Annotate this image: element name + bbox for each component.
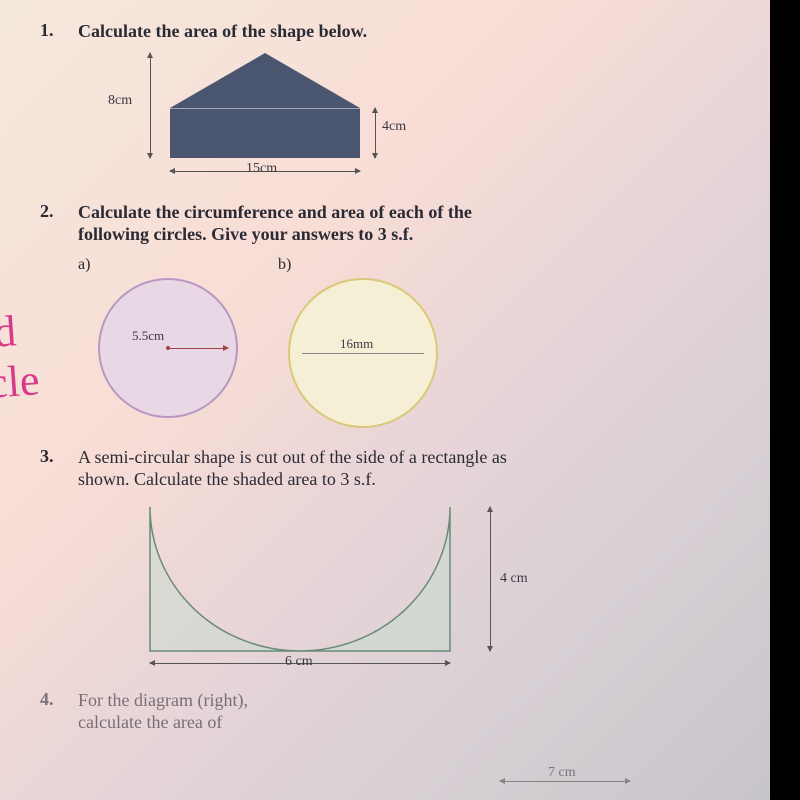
q2-parts: a) 5.5cm b) 16mm (78, 256, 730, 428)
q2-line1: Calculate the circumference and area of … (78, 202, 472, 222)
center-dot (166, 346, 170, 350)
diameter-line (302, 353, 425, 354)
q3-shape-svg (140, 501, 480, 661)
question-4: 4. For the diagram (right), calculate th… (40, 689, 730, 734)
q2a-label: a) (78, 256, 90, 274)
question-2: 2. Calculate the circumference and area … (40, 201, 730, 428)
q3-header: 3. A semi-circular shape is cut out of t… (40, 446, 730, 491)
q4-number: 4. (40, 689, 62, 734)
worksheet-page: 1. Calculate the area of the shape below… (0, 0, 770, 800)
q3-height-arrow (490, 507, 491, 651)
q4-line1: For the diagram (right), (78, 690, 248, 710)
q3-number: 3. (40, 446, 62, 491)
q1-header: 1. Calculate the area of the shape below… (40, 20, 730, 43)
base-label: 15cm (246, 161, 277, 177)
handwriting-2: cle (0, 360, 41, 403)
height-arrow (150, 53, 151, 158)
circle-a-value: 5.5cm (132, 328, 164, 344)
q2-header: 2. Calculate the circumference and area … (40, 201, 730, 246)
q3-text: A semi-circular shape is cut out of the … (78, 446, 730, 491)
screen-edge (770, 0, 800, 800)
circle-b-value: 16mm (340, 336, 373, 352)
q4-dim: 7 cm (500, 781, 630, 782)
height-label: 8cm (108, 93, 132, 109)
q3-line1: A semi-circular shape is cut out of the … (78, 447, 507, 467)
question-3: 3. A semi-circular shape is cut out of t… (40, 446, 730, 671)
q1-triangle (170, 53, 360, 108)
circle-a: 5.5cm (98, 278, 238, 418)
q1-rectangle (170, 108, 360, 158)
q4-header: 4. For the diagram (right), calculate th… (40, 689, 730, 734)
q1-diagram: 8cm 4cm 15cm (100, 53, 730, 183)
q4-text: For the diagram (right), calculate the a… (78, 689, 730, 734)
q2-text: Calculate the circumference and area of … (78, 201, 730, 246)
q3-width-label: 6 cm (285, 654, 313, 670)
q2-part-a: a) 5.5cm (78, 256, 238, 428)
handwriting-1: d (0, 311, 17, 352)
q1-text: Calculate the area of the shape below. (78, 20, 730, 43)
q4-width-label: 7 cm (548, 765, 576, 781)
q4-line2: calculate the area of (78, 712, 222, 732)
radius-arrow (168, 348, 228, 349)
circle-b: 16mm (288, 278, 438, 428)
q2b-label: b) (278, 256, 291, 274)
q4-width-arrow (500, 781, 630, 782)
q3-line2: shown. Calculate the shaded area to 3 s.… (78, 469, 376, 489)
q3-height-label: 4 cm (500, 571, 528, 587)
q2-number: 2. (40, 201, 62, 246)
rect-height-label: 4cm (382, 119, 406, 135)
q3-diagram: 4 cm 6 cm (140, 501, 560, 671)
q1-number: 1. (40, 20, 62, 43)
q2-part-b: b) 16mm (278, 256, 438, 428)
question-1: 1. Calculate the area of the shape below… (40, 20, 730, 183)
q2-line2: following circles. Give your answers to … (78, 224, 413, 244)
rect-height-arrow (375, 108, 376, 158)
